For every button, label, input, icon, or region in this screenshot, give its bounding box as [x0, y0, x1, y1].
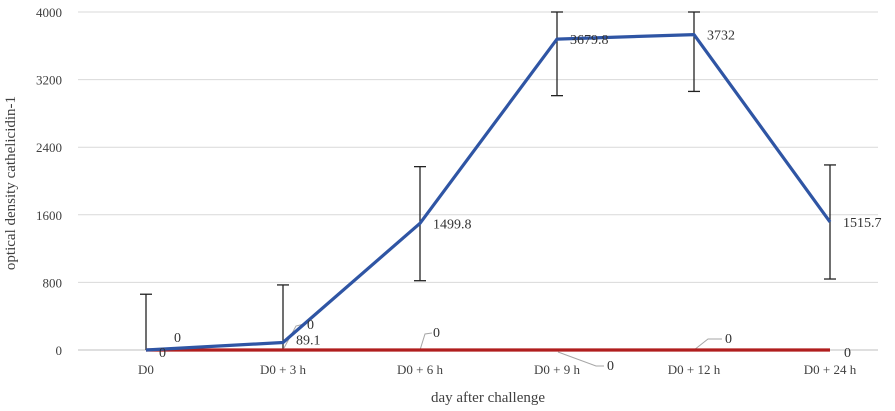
data-label: 3732	[707, 29, 735, 44]
label-leader-line	[693, 338, 722, 351]
y-tick-label: 3200	[36, 73, 62, 88]
y-tick-label: 1600	[36, 208, 62, 223]
y-tick-label: 800	[43, 275, 63, 290]
data-label: 1515.7	[843, 216, 882, 231]
data-label: 0	[725, 332, 732, 347]
y-axis-ticks: 0 800 1600 2400 3200 4000	[36, 5, 62, 358]
series-line	[145, 32, 832, 352]
y-tick-label: 0	[56, 343, 63, 358]
x-tick-label: D0 + 9 h	[534, 362, 580, 377]
data-label: 0	[844, 346, 851, 361]
label-leader-line	[557, 351, 604, 367]
x-tick-label: D0 + 3 h	[260, 362, 306, 377]
x-tick-label: D0 + 24 h	[804, 362, 857, 377]
data-label: 0	[174, 331, 181, 346]
gridlines	[78, 11, 878, 351]
data-label: 89.1	[296, 333, 321, 348]
data-label: 0	[307, 318, 314, 333]
data-label: 0	[433, 326, 440, 341]
data-label: 1499.8	[433, 217, 472, 232]
x-tick-label: D0 + 6 h	[397, 362, 443, 377]
y-tick-label: 4000	[36, 5, 62, 20]
data-label: 0	[607, 359, 614, 374]
series-lines	[145, 32, 832, 352]
y-tick-label: 2400	[36, 140, 62, 155]
data-label: 3679.8	[570, 33, 609, 48]
error-bars	[140, 11, 836, 350]
data-label: 0	[159, 346, 166, 361]
label-leader-line	[419, 332, 433, 351]
label-leader-lines	[283, 323, 722, 367]
x-tick-label: D0	[138, 362, 154, 377]
x-tick-label: D0 + 12 h	[668, 362, 721, 377]
x-axis-ticks: D0 D0 + 3 h D0 + 6 h D0 + 9 h D0 + 12 h D0 + …	[138, 362, 857, 377]
y-axis-title: optical density cathelicidin-1	[3, 96, 19, 270]
x-axis-title: day after challenge	[431, 390, 545, 406]
